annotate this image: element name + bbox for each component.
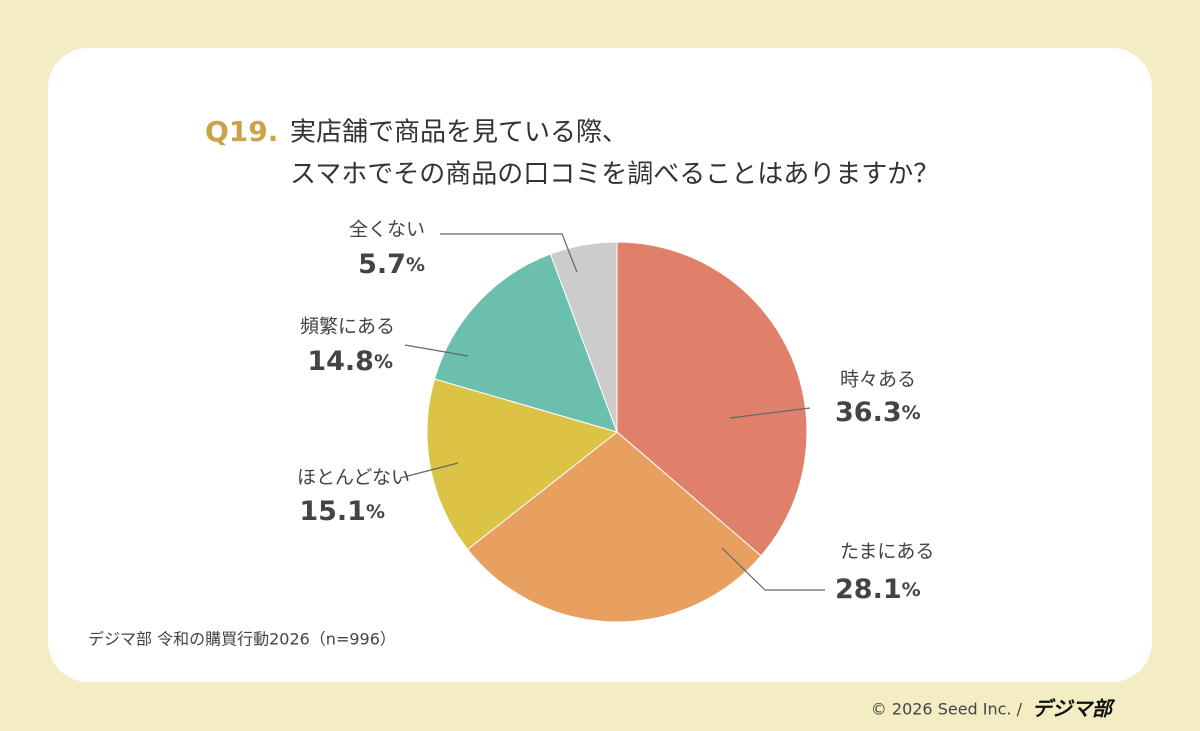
pie-slice bbox=[426, 378, 619, 551]
leader-line bbox=[399, 462, 459, 479]
slice-label: たまにある bbox=[840, 541, 934, 563]
slice-label: 時々ある bbox=[840, 369, 916, 391]
leader-line bbox=[721, 547, 825, 591]
copyright: © 2026 Seed Inc. / bbox=[871, 700, 1023, 719]
value-label: 15.1% bbox=[299, 496, 385, 527]
chart-title: スマホでその商品の口コミを調べることはありますか？ bbox=[290, 160, 939, 190]
leader-line bbox=[729, 407, 811, 419]
pie bbox=[426, 241, 808, 623]
value-label: 36.3% bbox=[835, 397, 921, 428]
logo: デジマ部 bbox=[1032, 697, 1116, 721]
slice-label: 頻繁にある bbox=[300, 316, 395, 338]
pie-slice bbox=[616, 241, 808, 557]
source-note: デジマ部 令和の購買行動2026（n=996） bbox=[88, 630, 396, 649]
leader-line bbox=[440, 233, 578, 273]
question-number: Q19. bbox=[205, 115, 278, 148]
leader-line bbox=[404, 344, 469, 357]
value-label: 28.1% bbox=[835, 574, 921, 605]
pie-slice bbox=[549, 241, 618, 433]
slice-label: ほとんどない bbox=[297, 467, 410, 489]
value-label: 14.8% bbox=[307, 346, 393, 377]
pie-slice bbox=[466, 431, 762, 623]
pie-slice bbox=[433, 253, 618, 433]
slice-label: 全くない bbox=[349, 219, 425, 241]
chart-title: 実店舗で商品を見ている際、 bbox=[290, 118, 628, 148]
value-label: 5.7% bbox=[358, 249, 425, 280]
